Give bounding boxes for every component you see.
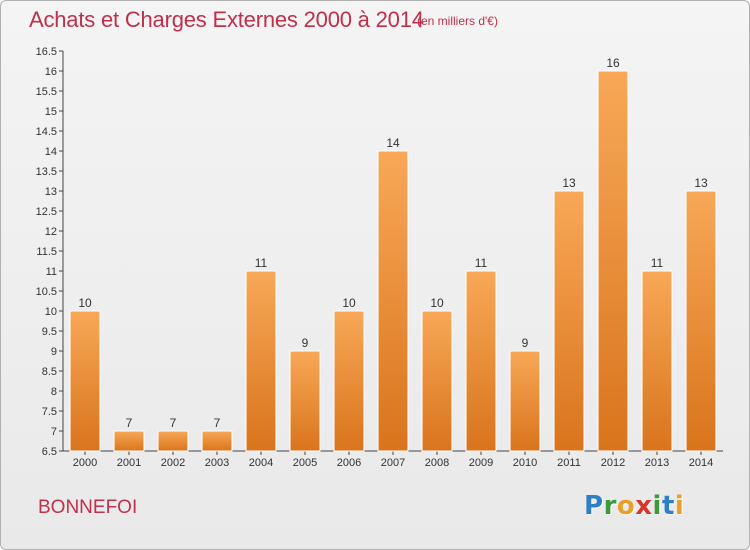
logo-letter: o — [616, 491, 636, 521]
y-tick-label: 6.5 — [42, 446, 57, 458]
proxiti-logo: Proxiti — [584, 491, 684, 521]
bar-2004 — [245, 270, 277, 452]
x-tick-label: 2013 — [645, 457, 669, 469]
logo-letter: t — [661, 491, 675, 521]
data-label: 14 — [386, 136, 400, 150]
x-tick-label: 2004 — [249, 457, 273, 469]
logo-letter: r — [603, 491, 617, 521]
y-tick-label: 16 — [45, 66, 57, 78]
y-tick-label: 11 — [46, 266, 57, 278]
y-tick-label: 15.5 — [36, 86, 57, 98]
y-tick-label: 12 — [45, 226, 57, 238]
data-label: 13 — [562, 176, 576, 190]
x-tick-label: 2007 — [381, 457, 405, 469]
y-tick-label: 10 — [45, 306, 57, 318]
bar-2011 — [553, 190, 585, 452]
y-tick-label: 9.5 — [42, 326, 57, 338]
chart-unit: (en milliers d'€) — [417, 14, 498, 28]
bar-2001 — [113, 430, 145, 452]
x-tick-label: 2003 — [205, 457, 229, 469]
bar-2010 — [509, 350, 541, 452]
data-label: 7 — [214, 416, 221, 430]
commune-name: BONNEFOI — [38, 497, 138, 518]
bar-2002 — [157, 430, 189, 452]
data-label: 7 — [170, 416, 177, 430]
data-label: 11 — [255, 256, 268, 270]
y-tick-label: 13.5 — [36, 166, 57, 178]
y-tick-label: 14.5 — [36, 126, 57, 138]
y-tick-label: 7.5 — [42, 406, 57, 418]
y-tick-label: 9 — [51, 346, 57, 358]
y-tick-label: 14 — [45, 146, 57, 158]
x-tick-label: 2010 — [513, 457, 537, 469]
y-tick-label: 12.5 — [36, 206, 57, 218]
y-tick-label: 7 — [51, 426, 57, 438]
logo-letter: i — [652, 491, 662, 521]
data-label: 11 — [651, 256, 664, 270]
bar-2012 — [597, 70, 629, 452]
y-tick-label: 15 — [45, 106, 57, 118]
data-label: 11 — [475, 256, 488, 270]
y-tick-label: 8 — [51, 386, 57, 398]
data-label: 16 — [606, 56, 620, 70]
x-tick-label: 2002 — [161, 457, 185, 469]
chart-title: Achats et Charges Externes 2000 à 2014 — [29, 7, 424, 32]
data-label: 9 — [302, 336, 309, 350]
bar-2007 — [377, 150, 409, 452]
x-tick-label: 2011 — [557, 457, 581, 469]
x-tick-label: 2014 — [689, 457, 713, 469]
bar-2008 — [421, 310, 453, 452]
bar-2003 — [201, 430, 233, 452]
bar-2009 — [465, 270, 497, 452]
x-tick-label: 2008 — [425, 457, 449, 469]
y-tick-label: 13 — [45, 186, 57, 198]
data-label: 10 — [430, 296, 444, 310]
logo-letter: i — [674, 491, 685, 521]
data-label: 10 — [342, 296, 356, 310]
x-tick-label: 2001 — [117, 457, 141, 469]
data-label: 13 — [694, 176, 708, 190]
y-tick-label: 10.5 — [36, 286, 57, 298]
bar-2005 — [289, 350, 321, 452]
x-tick-label: 2006 — [337, 457, 361, 469]
bar-2000 — [69, 310, 101, 452]
y-tick-label: 11.5 — [36, 246, 57, 258]
logo-letter: x — [635, 491, 653, 521]
data-label: 9 — [522, 336, 529, 350]
x-tick-label: 2005 — [293, 457, 317, 469]
x-tick-label: 2012 — [601, 457, 625, 469]
y-tick-label: 8.5 — [42, 366, 57, 378]
bar-2014 — [685, 190, 717, 452]
bar-2013 — [641, 270, 673, 452]
bar-2006 — [333, 310, 365, 452]
x-tick-label: 2009 — [469, 457, 493, 469]
data-label: 10 — [78, 296, 92, 310]
data-label: 7 — [126, 416, 133, 430]
y-tick-label: 16.5 — [36, 46, 57, 58]
x-tick-label: 2000 — [73, 457, 97, 469]
logo-letter: P — [584, 491, 604, 521]
